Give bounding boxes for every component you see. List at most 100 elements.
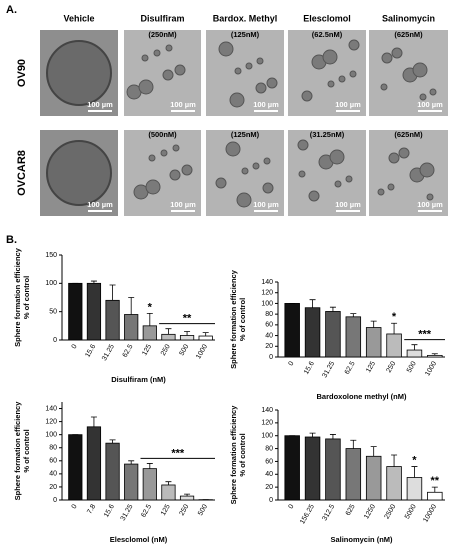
y-tick-label: 0 xyxy=(269,497,273,504)
bar xyxy=(427,354,443,358)
error-bar xyxy=(128,460,135,465)
error-bar xyxy=(309,299,316,308)
y-tick-label: 0 xyxy=(269,354,273,361)
cell xyxy=(387,183,395,191)
cell xyxy=(348,39,360,51)
cell xyxy=(338,75,346,83)
error-bar xyxy=(146,463,153,469)
error-bar xyxy=(109,439,116,444)
x-tick-label: 500 xyxy=(178,343,190,357)
y-tick-label: 100 xyxy=(45,432,57,439)
cell xyxy=(262,182,274,194)
x-tick-label: 62.5 xyxy=(140,503,153,518)
bar xyxy=(304,436,321,501)
error-bar xyxy=(90,416,97,427)
column-header: Disulfiram xyxy=(140,13,184,23)
cell xyxy=(138,79,154,95)
bar xyxy=(161,333,176,341)
y-axis-label: % of control xyxy=(22,276,31,319)
x-tick-label: 15.6 xyxy=(84,343,97,358)
cell xyxy=(174,64,186,76)
scale-bar-label: 100 µm xyxy=(87,200,113,209)
bar xyxy=(427,491,443,501)
column-header: Salinomycin xyxy=(382,13,435,23)
scale-bar-label: 100 µm xyxy=(170,100,196,109)
x-tick-label: 62.5 xyxy=(344,360,357,375)
y-tick-label: 0 xyxy=(53,497,57,504)
x-tick-label: 500 xyxy=(406,360,418,374)
y-tick-label: 120 xyxy=(45,418,57,425)
cell xyxy=(380,83,388,91)
x-tick-label: 31.25 xyxy=(120,503,135,522)
cell xyxy=(388,152,400,164)
x-tick-label: 62.5 xyxy=(122,343,135,358)
cell xyxy=(412,62,428,78)
dose-label: (625nM) xyxy=(394,30,423,39)
bar xyxy=(406,477,423,501)
bar xyxy=(345,448,362,501)
y-axis-label: Sphere formation efficiency xyxy=(13,401,22,501)
error-bar xyxy=(391,454,398,467)
cell xyxy=(234,67,242,75)
bar xyxy=(198,335,213,341)
panel-label: A. xyxy=(6,4,17,16)
bar xyxy=(68,434,83,501)
bar xyxy=(284,435,300,501)
y-tick-label: 100 xyxy=(261,300,273,307)
bar xyxy=(105,299,120,341)
cell xyxy=(255,82,267,94)
y-axis-label: Sphere formation efficiency xyxy=(229,405,238,505)
x-tick-label: 0 xyxy=(71,343,79,350)
x-tick-label: 0 xyxy=(288,503,296,510)
error-bar xyxy=(391,322,398,334)
cell xyxy=(181,164,193,176)
bar xyxy=(406,349,423,358)
cell xyxy=(165,44,173,52)
dose-label: (125nM) xyxy=(231,130,260,139)
panel-label: B. xyxy=(6,234,17,246)
cell xyxy=(391,47,403,59)
y-tick-label: 140 xyxy=(261,279,273,286)
x-tick-label: 125 xyxy=(160,503,172,517)
y-tick-label: 80 xyxy=(49,445,57,452)
cell xyxy=(298,170,306,178)
x-tick-label: 0 xyxy=(288,360,296,367)
y-tick-label: 20 xyxy=(49,484,57,491)
cell xyxy=(148,154,156,162)
column-header: Vehicle xyxy=(63,13,94,23)
y-tick-label: 60 xyxy=(265,322,273,329)
x-tick-label: 15.6 xyxy=(103,503,116,518)
y-tick-label: 140 xyxy=(261,407,273,414)
bar xyxy=(86,426,102,501)
y-tick-label: 50 xyxy=(49,309,57,316)
y-axis-label: Sphere formation efficiency xyxy=(13,247,22,347)
y-tick-label: 60 xyxy=(265,458,273,465)
cell xyxy=(322,49,338,65)
scale-bar-label: 100 µm xyxy=(335,100,361,109)
y-axis-label: Sphere formation efficiency xyxy=(229,269,238,369)
bar xyxy=(365,455,382,501)
x-tick-label: 125 xyxy=(365,360,377,374)
column-header: Bardox. Methyl xyxy=(213,13,278,23)
y-tick-label: 60 xyxy=(49,458,57,465)
cell xyxy=(398,147,410,159)
x-tick-label: 156.25 xyxy=(299,503,316,525)
x-tick-label: 625 xyxy=(345,503,357,517)
scale-bar-label: 100 µm xyxy=(87,100,113,109)
error-bar xyxy=(350,313,357,317)
error-bar xyxy=(431,353,438,356)
x-tick-label: 1000 xyxy=(195,343,209,360)
x-tick-label: 125 xyxy=(141,343,153,357)
error-bar xyxy=(329,434,336,439)
bar xyxy=(386,333,402,358)
x-tick-label: 500 xyxy=(197,503,209,517)
error-bar xyxy=(431,486,438,493)
x-axis-label: Elesclomol (nM) xyxy=(110,535,168,544)
y-axis-label: % of control xyxy=(238,298,247,341)
error-bar xyxy=(90,280,97,284)
cell xyxy=(334,180,342,188)
bar xyxy=(179,495,195,501)
dose-label: (625nM) xyxy=(394,130,423,139)
cell xyxy=(225,141,241,157)
x-tick-label: 2500 xyxy=(384,503,398,520)
